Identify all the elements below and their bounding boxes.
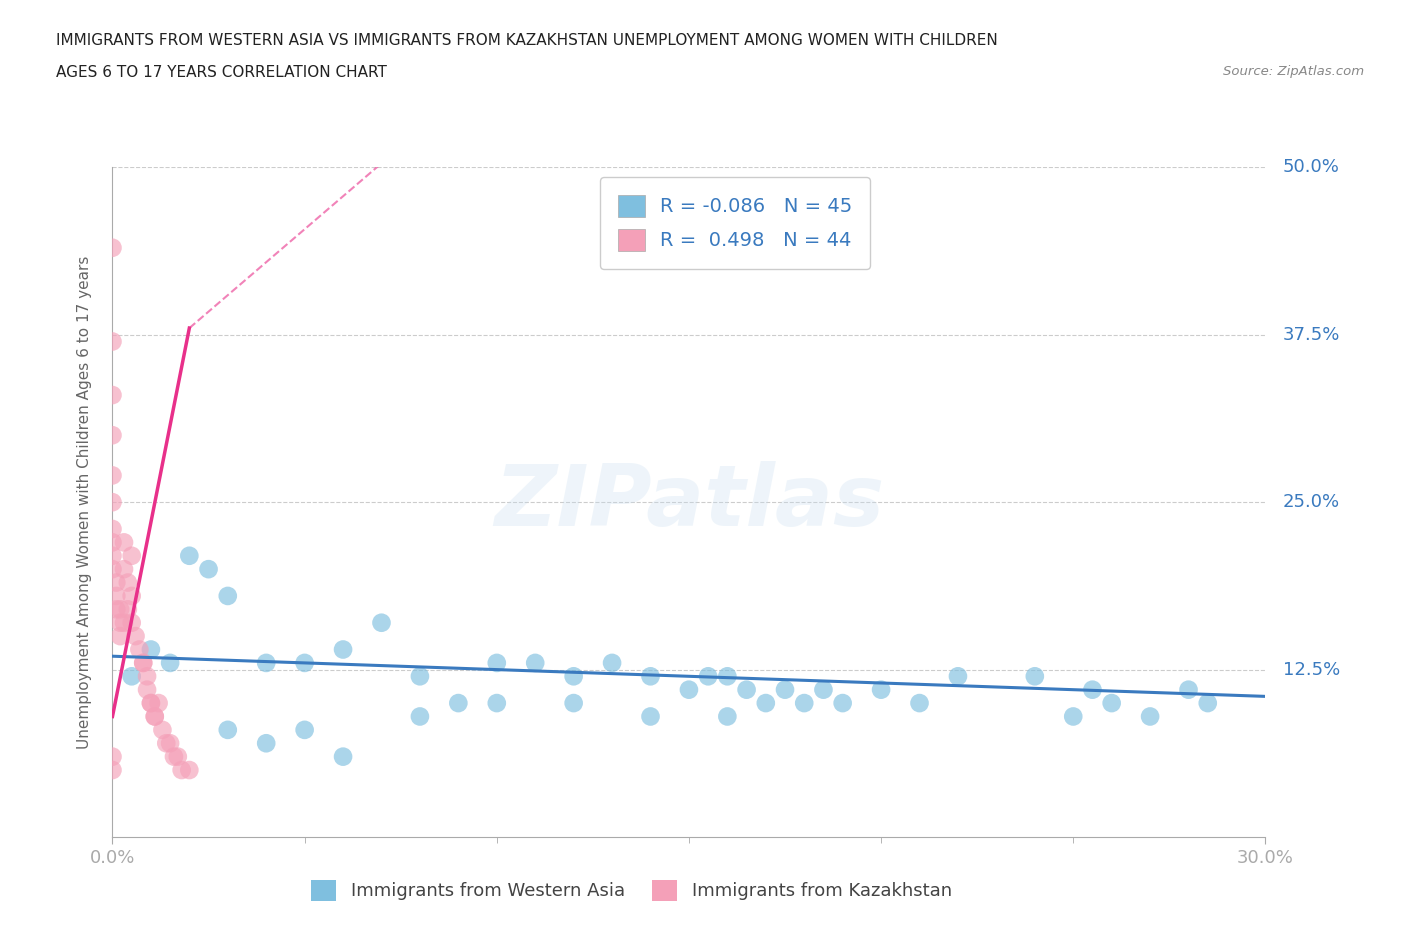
Point (217, 589, 239, 604)
Point (112, 562, 135, 577)
Point (870, 683, 893, 698)
Point (117, 575, 139, 590)
Point (485, 656, 508, 671)
Text: 37.5%: 37.5% (1282, 326, 1340, 344)
Y-axis label: Unemployment Among Women with Children Ages 6 to 17 years: Unemployment Among Women with Children A… (77, 256, 91, 749)
Point (159, 656, 181, 671)
Point (105, 589, 128, 604)
Point (101, 240, 124, 255)
Point (101, 535, 124, 550)
Point (1062, 709, 1084, 724)
Point (409, 709, 432, 724)
Point (105, 602, 128, 617)
Point (166, 750, 188, 764)
Point (139, 642, 162, 657)
Point (108, 616, 131, 631)
Point (197, 562, 219, 577)
Point (121, 616, 143, 631)
Point (254, 656, 277, 671)
Point (678, 683, 700, 698)
Point (1101, 696, 1123, 711)
Point (139, 696, 162, 711)
Point (108, 629, 131, 644)
Point (485, 696, 508, 711)
Point (112, 616, 135, 631)
Point (908, 696, 931, 711)
Point (831, 696, 853, 711)
Point (128, 642, 150, 657)
Point (121, 669, 143, 684)
Point (136, 683, 159, 698)
Point (105, 575, 128, 590)
Point (447, 696, 470, 711)
Point (294, 723, 316, 737)
Point (409, 669, 432, 684)
Text: ZIPatlas: ZIPatlas (494, 460, 884, 544)
Point (101, 549, 124, 564)
Point (946, 669, 969, 684)
Text: 50.0%: 50.0% (1282, 158, 1340, 177)
Point (294, 656, 316, 671)
Point (143, 709, 166, 724)
Point (152, 723, 174, 737)
Text: IMMIGRANTS FROM WESTERN ASIA VS IMMIGRANTS FROM KAZAKHSTAN UNEMPLOYMENT AMONG WO: IMMIGRANTS FROM WESTERN ASIA VS IMMIGRAN… (56, 33, 998, 47)
Point (136, 669, 159, 684)
Point (108, 602, 131, 617)
Point (735, 683, 758, 698)
Point (716, 709, 738, 724)
Text: 12.5%: 12.5% (1282, 660, 1340, 679)
Point (716, 669, 738, 684)
Point (101, 334, 124, 349)
Point (524, 656, 547, 671)
Point (179, 763, 201, 777)
Point (1024, 669, 1046, 684)
Point (600, 656, 623, 671)
Point (773, 683, 796, 698)
Point (163, 750, 186, 764)
Point (1081, 683, 1104, 698)
Point (697, 669, 720, 684)
Text: 25.0%: 25.0% (1282, 493, 1340, 512)
Point (143, 709, 166, 724)
Point (101, 428, 124, 443)
Point (640, 669, 662, 684)
Point (562, 696, 585, 711)
Legend: Immigrants from Western Asia, Immigrants from Kazakhstan: Immigrants from Western Asia, Immigrants… (297, 865, 966, 915)
Point (1177, 683, 1199, 698)
Point (148, 696, 170, 711)
Point (1139, 709, 1161, 724)
Point (370, 616, 392, 631)
Point (117, 602, 139, 617)
Point (139, 696, 162, 711)
Point (159, 736, 181, 751)
Point (813, 683, 835, 698)
Point (1197, 696, 1219, 711)
Point (101, 388, 124, 403)
Point (121, 549, 143, 564)
Point (101, 763, 124, 777)
Point (101, 522, 124, 537)
Point (101, 495, 124, 510)
Point (124, 629, 146, 644)
Point (640, 709, 662, 724)
Point (217, 723, 239, 737)
Point (132, 656, 155, 671)
Point (101, 562, 124, 577)
Point (112, 535, 135, 550)
Point (121, 589, 143, 604)
Point (254, 736, 277, 751)
Text: Source: ZipAtlas.com: Source: ZipAtlas.com (1223, 65, 1364, 78)
Text: AGES 6 TO 17 YEARS CORRELATION CHART: AGES 6 TO 17 YEARS CORRELATION CHART (56, 65, 387, 80)
Point (179, 549, 201, 564)
Point (332, 642, 354, 657)
Point (562, 669, 585, 684)
Point (755, 696, 778, 711)
Point (155, 736, 177, 751)
Point (332, 750, 354, 764)
Point (101, 468, 124, 483)
Point (101, 750, 124, 764)
Point (793, 696, 815, 711)
Point (132, 656, 155, 671)
Point (170, 763, 193, 777)
